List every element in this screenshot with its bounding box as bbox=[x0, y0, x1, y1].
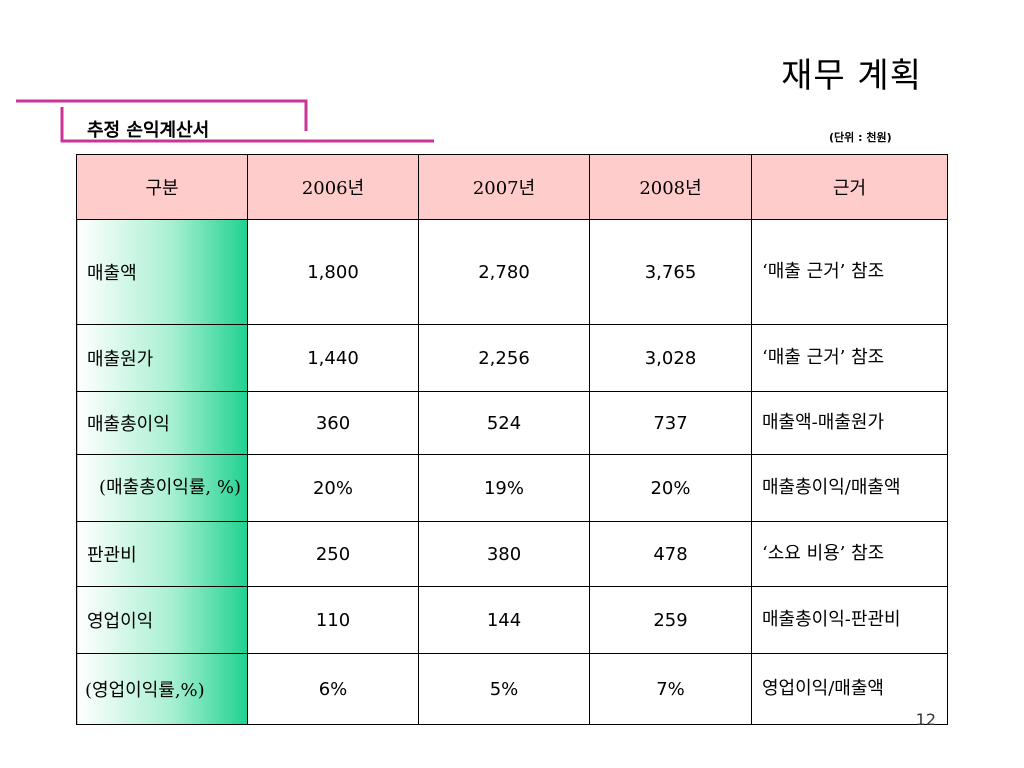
row-basis: ‘매출 근거’ 참조 bbox=[751, 324, 948, 392]
row-basis: 매출액-매출원가 bbox=[751, 391, 948, 455]
row-basis: 영업이익/매출액 bbox=[751, 653, 948, 725]
header-2007: 2007년 bbox=[418, 154, 590, 220]
value-2008: 737 bbox=[589, 391, 752, 455]
row-label: (영업이익률,%) bbox=[76, 653, 248, 725]
table-row: (매출총이익률, %) 20% 19% 20% 매출총이익/매출액 bbox=[76, 454, 948, 522]
header-category: 구분 bbox=[76, 154, 248, 220]
header-basis: 근거 bbox=[751, 154, 948, 220]
table-row: 판관비 250 380 478 ‘소요 비용’ 참조 bbox=[76, 521, 948, 587]
value-2008: 3,028 bbox=[589, 324, 752, 392]
value-2007: 144 bbox=[418, 586, 590, 654]
value-2008: 7% bbox=[589, 653, 752, 725]
value-2008: 478 bbox=[589, 521, 752, 587]
section-subtitle: 추정 손익계산서 bbox=[87, 120, 210, 141]
page-number: 12 bbox=[915, 710, 936, 729]
value-2007: 380 bbox=[418, 521, 590, 587]
page-title: 재무 계획 bbox=[781, 56, 922, 96]
value-2006: 360 bbox=[247, 391, 419, 455]
row-basis: 매출총이익-판관비 bbox=[751, 586, 948, 654]
header-2006: 2006년 bbox=[247, 154, 419, 220]
income-statement-table: 구분 2006년 2007년 2008년 근거 매출액 1,800 2,780 … bbox=[76, 154, 948, 725]
table-row: 영업이익 110 144 259 매출총이익-판관비 bbox=[76, 586, 948, 654]
unit-label: (단위 : 천원) bbox=[829, 131, 892, 144]
value-2006: 1,800 bbox=[247, 219, 419, 325]
row-basis: ‘매출 근거’ 참조 bbox=[751, 219, 948, 325]
value-2006: 250 bbox=[247, 521, 419, 587]
row-label: 판관비 bbox=[76, 521, 248, 587]
value-2008: 3,765 bbox=[589, 219, 752, 325]
value-2007: 19% bbox=[418, 454, 590, 522]
value-2007: 524 bbox=[418, 391, 590, 455]
row-label: 매출원가 bbox=[76, 324, 248, 392]
row-label: (매출총이익률, %) bbox=[76, 454, 248, 522]
value-2007: 2,256 bbox=[418, 324, 590, 392]
header-2008: 2008년 bbox=[589, 154, 752, 220]
row-basis: 매출총이익/매출액 bbox=[751, 454, 948, 522]
table-header-row: 구분 2006년 2007년 2008년 근거 bbox=[76, 154, 948, 220]
value-2006: 1,440 bbox=[247, 324, 419, 392]
section-frame bbox=[16, 99, 434, 143]
value-2008: 20% bbox=[589, 454, 752, 522]
value-2006: 6% bbox=[247, 653, 419, 725]
row-label: 영업이익 bbox=[76, 586, 248, 654]
table-row: 매출액 1,800 2,780 3,765 ‘매출 근거’ 참조 bbox=[76, 219, 948, 325]
table-row: 매출원가 1,440 2,256 3,028 ‘매출 근거’ 참조 bbox=[76, 324, 948, 392]
value-2006: 110 bbox=[247, 586, 419, 654]
value-2006: 20% bbox=[247, 454, 419, 522]
table-row: (영업이익률,%) 6% 5% 7% 영업이익/매출액 bbox=[76, 653, 948, 725]
row-basis: ‘소요 비용’ 참조 bbox=[751, 521, 948, 587]
value-2007: 2,780 bbox=[418, 219, 590, 325]
table-row: 매출총이익 360 524 737 매출액-매출원가 bbox=[76, 391, 948, 455]
row-label: 매출총이익 bbox=[76, 391, 248, 455]
row-label: 매출액 bbox=[76, 219, 248, 325]
value-2007: 5% bbox=[418, 653, 590, 725]
value-2008: 259 bbox=[589, 586, 752, 654]
